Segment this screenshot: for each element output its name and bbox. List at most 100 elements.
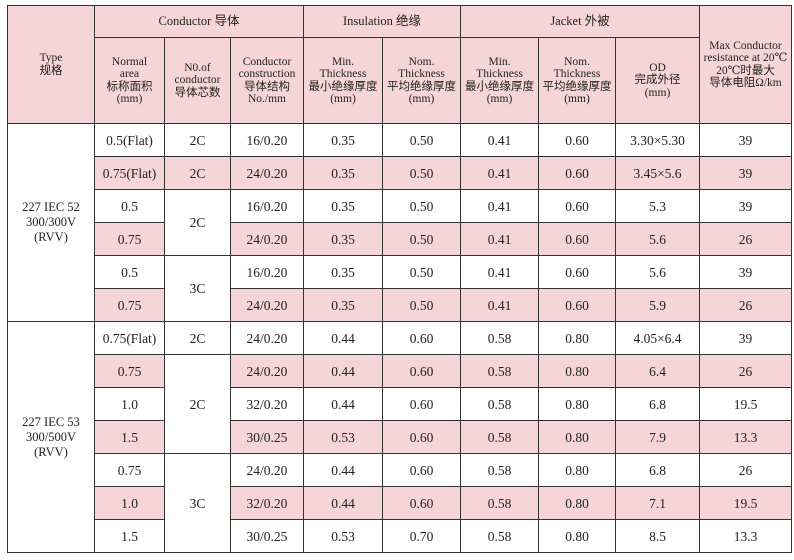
header-area-l3: 标称面积: [106, 80, 153, 93]
cell-construction: 32/0.20: [230, 486, 304, 520]
type-line: 227 IEC 52: [22, 200, 80, 214]
cell-area: 0.5: [94, 255, 165, 289]
cell-ins-min: 0.35: [303, 123, 383, 157]
header-group-jacket: Jacket 外被: [460, 5, 700, 38]
table-row: 0.75(Flat) 2C 24/0.20 0.35 0.50 0.41 0.60 3.45×…: [8, 156, 792, 190]
cell-jac-min: 0.58: [460, 321, 539, 355]
header-ins-nom: Nom. Thickness 平均绝缘厚度 (mm): [382, 37, 461, 124]
cell-ins-nom: 0.50: [382, 123, 461, 157]
cell-cores: 3C: [164, 453, 231, 553]
cell-ins-min: 0.35: [303, 189, 383, 223]
header-cores: N0.of conductor 导体芯数: [164, 37, 231, 124]
header-cores-l2: conductor: [174, 74, 221, 87]
header-ins-min-l1: Min.: [331, 55, 355, 68]
table-row: 227 IEC 52 300/300V (RVV) 0.5(Flat) 2C 16/0.2…: [7, 123, 792, 322]
cell-jac-nom: 0.60: [538, 123, 616, 157]
cell-construction: 24/0.20: [230, 453, 304, 487]
cell-jac-min: 0.58: [460, 420, 539, 454]
type-line: (RVV): [34, 444, 68, 459]
header-group-conductor: Conductor 导体: [94, 5, 304, 38]
header-jac-nom-l2: Thickness: [553, 68, 601, 80]
cell-ins-nom: 0.50: [382, 255, 461, 289]
cell-construction: 24/0.20: [230, 354, 304, 388]
type-line: 300/300V: [26, 215, 76, 229]
header-jac-min: Min. Thickness 最小绝缘厚度 (mm): [460, 37, 539, 124]
cell-ins-nom: 0.60: [382, 420, 461, 454]
header-od-l2: 完成外径: [634, 74, 681, 87]
cell-jac-nom: 0.60: [538, 255, 616, 289]
cell-area: 0.75: [94, 222, 165, 256]
cell-jac-nom: 0.80: [538, 354, 616, 388]
cell-ins-nom: 0.70: [382, 519, 461, 553]
header-ins-min-l4: (mm): [330, 93, 356, 105]
header-od: OD 完成外径 (mm): [615, 37, 700, 124]
cell-area: 0.75: [94, 288, 165, 322]
cell-ins-nom: 0.60: [382, 453, 461, 487]
cell-resistance: 26: [699, 354, 792, 388]
cell-resistance: 19.5: [699, 486, 792, 520]
cell-ins-nom: 0.50: [382, 156, 461, 190]
cell-jac-min: 0.41: [460, 189, 539, 223]
cell-area: 0.75: [94, 453, 165, 487]
cell-ins-nom: 0.60: [382, 321, 461, 355]
table-row: 1.0 32/0.20 0.44 0.60 0.58 0.80 6.8 19.5: [8, 387, 792, 421]
cell-jac-min: 0.58: [460, 354, 539, 388]
cell-construction: 24/0.20: [230, 288, 304, 322]
cell-jac-min: 0.58: [460, 453, 539, 487]
cell-jac-min: 0.41: [460, 156, 539, 190]
header-area-l1: Normal: [111, 55, 148, 68]
header-jac-nom-l4: (mm): [564, 93, 590, 105]
cell-ins-nom: 0.50: [382, 222, 461, 256]
cell-od: 6.8: [615, 453, 700, 487]
cell-ins-min: 0.35: [303, 288, 383, 322]
cell-construction: 32/0.20: [230, 387, 304, 421]
cell-construction: 16/0.20: [230, 189, 304, 223]
header-jac-min-l2: Thickness: [476, 68, 523, 80]
cell-jac-nom: 0.60: [538, 222, 616, 256]
cell-jac-nom: 0.80: [538, 387, 616, 421]
header-jac-nom-l1: Nom.: [564, 55, 590, 68]
cell-ins-min: 0.35: [303, 222, 383, 256]
header-ins-min-l3: 最小绝缘厚度: [308, 80, 378, 93]
cell-ins-min: 0.44: [303, 321, 383, 355]
cell-cores: 2C: [164, 123, 231, 157]
header-od-l1: OD: [649, 61, 666, 74]
cable-spec-table: Type 规格 Conductor 导体 Insulation 绝缘 Jacke…: [7, 5, 792, 553]
cell-cores: 3C: [164, 255, 231, 322]
cell-od: 5.9: [615, 288, 700, 322]
cell-area: 1.5: [94, 519, 165, 553]
cell-od: 4.05×6.4: [615, 321, 700, 355]
cell-ins-min: 0.53: [303, 420, 383, 454]
table-row: 1.0 32/0.20 0.44 0.60 0.58 0.80 7.1 19.5: [8, 486, 792, 520]
cell-resistance: 39: [699, 123, 792, 157]
cell-ins-min: 0.44: [303, 453, 383, 487]
cell-jac-min: 0.58: [460, 486, 539, 520]
header-type-en: Type: [39, 52, 63, 64]
cell-jac-nom: 0.80: [538, 486, 616, 520]
header-area-l2: area: [119, 68, 140, 80]
cell-resistance: 26: [699, 453, 792, 487]
cell-area: 1.0: [94, 486, 165, 520]
cell-od: 5.6: [615, 222, 700, 256]
cell-cores: 2C: [164, 189, 231, 256]
cell-construction: 16/0.20: [230, 255, 304, 289]
cell-jac-nom: 0.80: [538, 321, 616, 355]
cell-jac-min: 0.41: [460, 222, 539, 256]
header-jac-nom: Nom. Thickness 平均绝缘厚度 (mm): [538, 37, 616, 124]
cell-resistance: 26: [699, 222, 792, 256]
cell-od: 6.8: [615, 387, 700, 421]
cell-jac-nom: 0.80: [538, 420, 616, 454]
cell-cores: 2C: [164, 156, 231, 190]
cell-ins-nom: 0.60: [382, 387, 461, 421]
cell-ins-min: 0.44: [303, 387, 383, 421]
cell-jac-nom: 0.80: [538, 453, 616, 487]
header-construction-l1: Conductor: [242, 55, 292, 68]
cell-ins-nom: 0.60: [382, 486, 461, 520]
cell-jac-min: 0.58: [460, 519, 539, 553]
cell-resistance: 39: [699, 156, 792, 190]
header-resistance-l1: Max Conductor: [709, 39, 782, 52]
cell-construction: 24/0.20: [230, 156, 304, 190]
cell-area: 0.75(Flat): [94, 321, 165, 355]
cell-ins-min: 0.35: [303, 156, 383, 190]
cell-area: 0.75: [94, 354, 165, 388]
